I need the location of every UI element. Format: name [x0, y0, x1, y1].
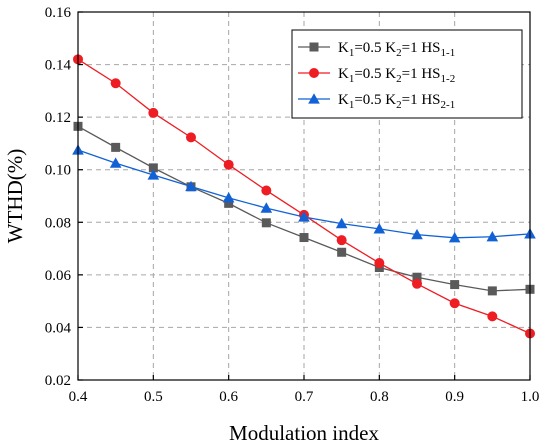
legend-item-3: K1=0.5 K2=1 HS2-1: [298, 92, 455, 111]
data-point: [260, 202, 273, 213]
data-point: [147, 169, 160, 180]
data-point: [223, 159, 234, 170]
data-point: [148, 107, 159, 118]
legend-label: K1=0.5 K2=1 HS2-1: [338, 92, 455, 111]
series-3: [72, 144, 536, 243]
data-point: [412, 278, 422, 289]
x-tick-label: 0.4: [69, 389, 88, 405]
y-tick-label: 0.12: [45, 110, 71, 126]
x-axis-title: Modulation index: [229, 421, 379, 445]
legend-label: K1=0.5 K2=1 HS1-2: [338, 66, 455, 85]
y-axis-title: WTHD(%): [3, 149, 27, 243]
y-tick-label: 0.16: [45, 5, 72, 21]
legend: K1=0.5 K2=1 HS1-1 K1=0.5 K2=1 HS1-2 K1=0.5…: [291, 29, 523, 119]
y-tick-label: 0.14: [45, 58, 72, 74]
y-tick-label: 0.08: [45, 215, 71, 231]
data-point: [110, 78, 121, 89]
data-point: [411, 228, 423, 240]
data-point: [487, 311, 498, 322]
data-point: [335, 217, 348, 229]
y-tick-label: 0.02: [45, 373, 71, 389]
data-point: [222, 192, 235, 203]
data-point: [336, 235, 347, 246]
data-point: [111, 142, 121, 152]
y-tick-label: 0.04: [45, 320, 72, 336]
data-point: [412, 272, 422, 282]
x-tick-label: 0.8: [370, 389, 389, 405]
data-point: [148, 163, 158, 173]
data-point: [185, 180, 197, 192]
data-point: [261, 218, 271, 228]
data-point: [261, 185, 272, 196]
data-point: [186, 132, 196, 143]
x-tick-label: 1.0: [521, 389, 540, 405]
data-point: [486, 230, 499, 242]
x-tick-label: 0.7: [295, 389, 314, 405]
legend-marker: [309, 68, 319, 78]
y-tick-label: 0.10: [45, 163, 71, 179]
data-point: [374, 258, 385, 269]
x-tick-label: 0.5: [144, 389, 163, 405]
data-point: [487, 286, 497, 296]
data-point: [224, 198, 234, 208]
data-point: [449, 298, 460, 309]
data-point: [373, 223, 386, 234]
legend-marker: [309, 42, 319, 52]
legend-box: [291, 29, 523, 119]
legend-label: K1=0.5 K2=1 HS1-1: [338, 40, 455, 59]
axis-ticks: 0.4 0.5 0.6 0.7 0.8 0.9 1.0 0.02 0.04 0.06 0.08 0.1…: [45, 5, 540, 405]
data-point: [299, 233, 309, 243]
y-tick-label: 0.06: [45, 268, 72, 284]
data-point: [109, 157, 122, 168]
x-tick-label: 0.9: [445, 389, 464, 405]
data-point: [337, 247, 347, 257]
data-point: [448, 231, 461, 243]
legend-marker: [308, 93, 320, 104]
data-point: [450, 280, 460, 290]
legend-item-1: K1=0.5 K2=1 HS1-1: [298, 40, 455, 59]
data-point: [298, 211, 310, 222]
x-tick-label: 0.6: [219, 389, 238, 405]
legend-item-2: K1=0.5 K2=1 HS1-2: [298, 66, 455, 85]
